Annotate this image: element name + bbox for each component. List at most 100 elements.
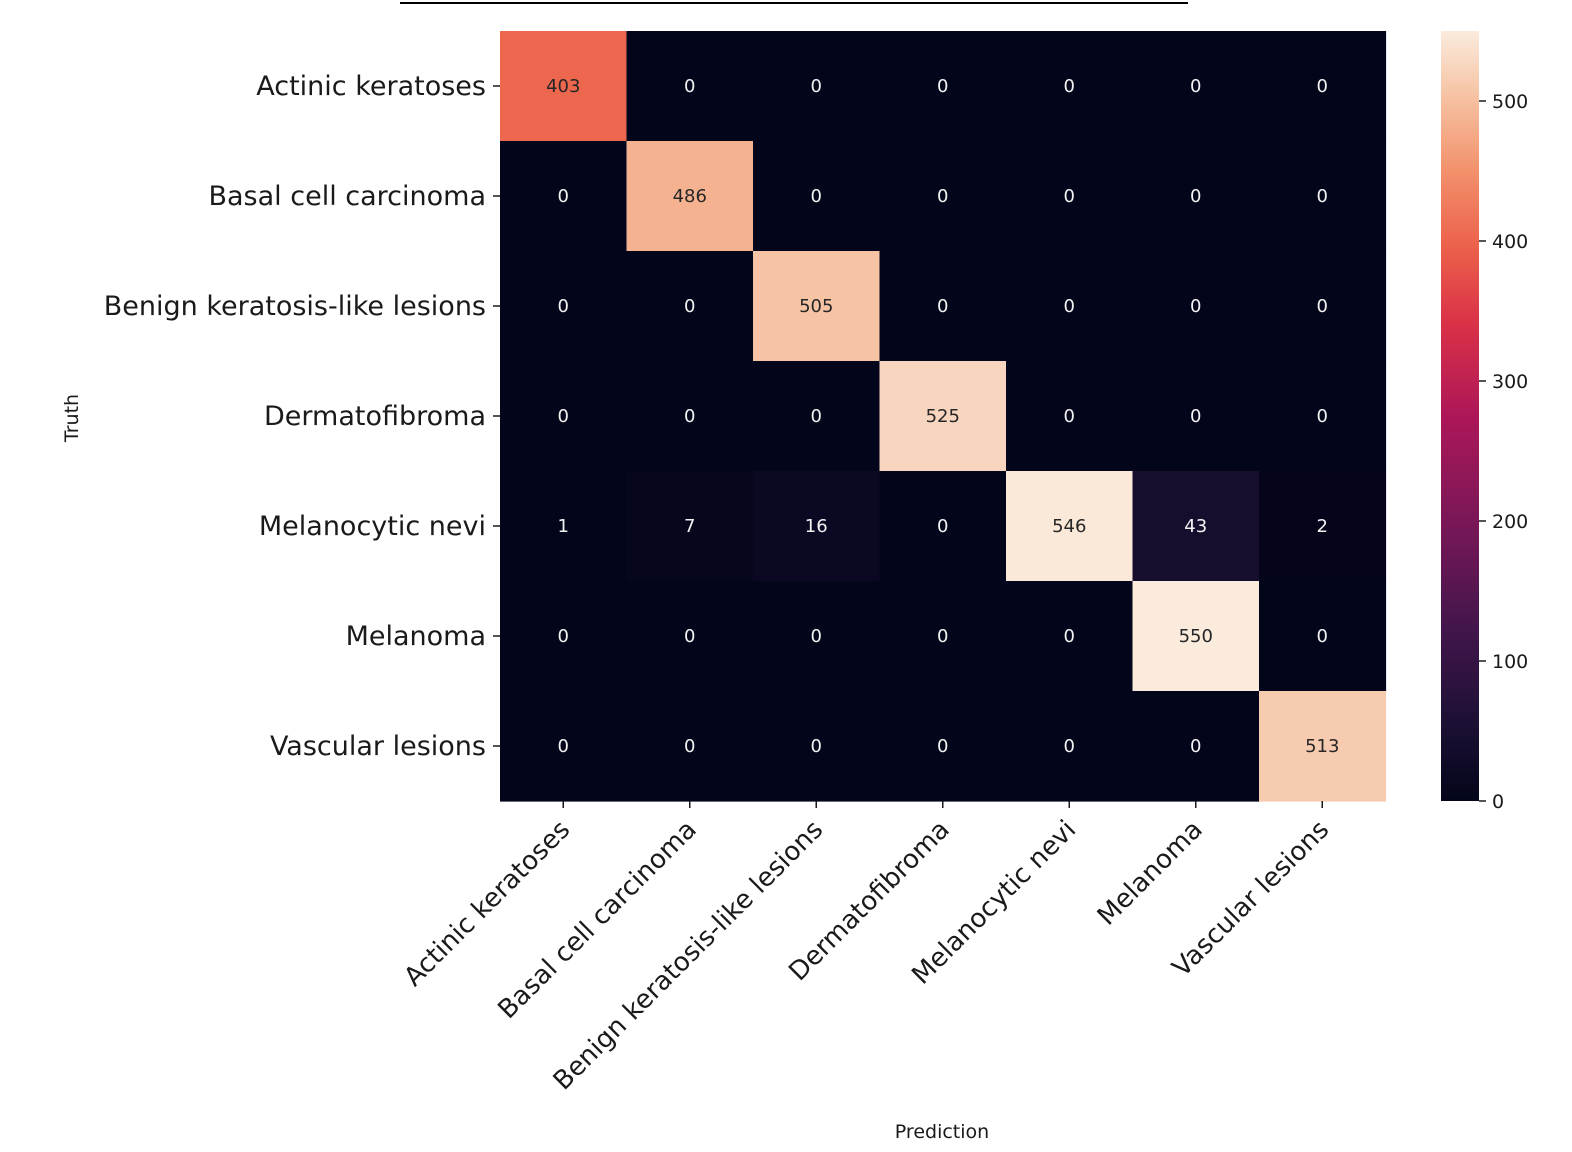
heatmap-cell	[626, 691, 754, 802]
heatmap-cell	[1132, 141, 1260, 252]
heatmap-cell	[500, 141, 628, 252]
cell-value-label: 0	[1317, 626, 1328, 647]
heatmap-cell	[879, 141, 1007, 252]
cell-value-label: 0	[684, 296, 695, 317]
cell-value-label: 16	[805, 516, 828, 537]
cell-value-label: 43	[1184, 516, 1207, 537]
heatmap-cell	[1259, 141, 1387, 252]
cell-value-label: 0	[1064, 406, 1075, 427]
cell-value-label: 0	[684, 76, 695, 97]
heatmap-cell	[1006, 581, 1134, 692]
heatmap-cell	[753, 141, 881, 252]
y-tick-label: Benign keratosis-like lesions	[104, 291, 486, 322]
heatmap-cell	[1006, 31, 1134, 142]
y-tick-label: Actinic keratoses	[256, 71, 486, 102]
y-tick-label: Dermatofibroma	[264, 401, 486, 432]
cell-value-label: 403	[546, 76, 580, 97]
cell-value-label: 0	[1064, 186, 1075, 207]
cell-value-label: 1	[558, 516, 569, 537]
heatmap-cell	[1132, 691, 1260, 802]
heatmap-cell	[1006, 251, 1134, 362]
heatmap-cell	[500, 251, 628, 362]
heatmap-cell	[753, 581, 881, 692]
cell-value-label: 0	[684, 406, 695, 427]
cell-value-label: 0	[558, 186, 569, 207]
cell-value-label: 0	[937, 76, 948, 97]
cell-value-label: 0	[811, 626, 822, 647]
heatmap-cell	[753, 471, 881, 582]
heatmap-cell	[500, 471, 628, 582]
heatmap-cell	[753, 361, 881, 472]
cell-value-label: 486	[673, 186, 707, 207]
cell-value-label: 0	[937, 736, 948, 757]
cell-value-label: 0	[937, 516, 948, 537]
colorbar-tick-label: 300	[1492, 371, 1528, 393]
cell-value-label: 0	[684, 736, 695, 757]
y-tick-label: Vascular lesions	[270, 731, 486, 762]
heatmap-cell	[1259, 581, 1387, 692]
cell-value-label: 0	[684, 626, 695, 647]
cell-value-label: 513	[1305, 736, 1339, 757]
heatmap-cell	[1132, 361, 1260, 472]
heatmap-cell	[1006, 691, 1134, 802]
heatmap-cell	[1259, 361, 1387, 472]
heatmap-cell	[626, 361, 754, 472]
y-tick-label: Melanoma	[346, 621, 486, 652]
heatmap-cell	[500, 361, 628, 472]
cell-value-label: 2	[1317, 516, 1328, 537]
x-tick-label: Melanoma	[1092, 815, 1209, 932]
heatmap-cell	[1132, 471, 1260, 582]
heatmap-cell	[753, 251, 881, 362]
colorbar-tick-label: 200	[1492, 511, 1528, 533]
heatmap-cell	[1006, 141, 1134, 252]
colorbar-tick-label: 400	[1492, 231, 1528, 253]
cell-value-label: 0	[1317, 406, 1328, 427]
heatmap-cell	[500, 581, 628, 692]
heatmap-cell	[1259, 251, 1387, 362]
cell-value-label: 0	[811, 736, 822, 757]
x-axis-title: Prediction	[895, 1121, 989, 1143]
heatmap-cell	[1259, 471, 1387, 582]
cell-value-label: 0	[558, 406, 569, 427]
heatmap-cell	[753, 691, 881, 802]
cell-value-label: 0	[1064, 626, 1075, 647]
cell-value-label: 550	[1179, 626, 1213, 647]
cell-value-label: 0	[1190, 296, 1201, 317]
colorbar: 0 100 200 300 400 500	[1441, 31, 1528, 813]
heatmap-cell	[1132, 31, 1260, 142]
cell-value-label: 0	[1317, 186, 1328, 207]
heatmap-cell	[1132, 581, 1260, 692]
heatmap-cell	[626, 141, 754, 252]
heatmap-cell	[879, 471, 1007, 582]
heatmap-cell	[626, 581, 754, 692]
x-tick-label: Benign keratosis-like lesions	[548, 815, 829, 1096]
cell-value-label: 0	[558, 736, 569, 757]
colorbar-tick-label: 100	[1492, 651, 1528, 673]
heatmap-cell	[626, 31, 754, 142]
heatmap-cell	[753, 31, 881, 142]
cell-value-label: 0	[811, 406, 822, 427]
colorbar-tick-label: 0	[1492, 791, 1504, 813]
heatmap-cell	[879, 31, 1007, 142]
heatmap-cell	[626, 251, 754, 362]
cell-value-labels: 403 0 0 0 0 0 0 0 486 0 0 0 0 0 0 0 505 0 0 0 0 0 0 0 525 0 0 0 1 7 16…	[546, 76, 1339, 757]
heatmap-cell	[1259, 31, 1387, 142]
cell-value-label: 525	[926, 406, 960, 427]
heatmap-cell	[879, 361, 1007, 472]
heatmap-cell	[1132, 251, 1260, 362]
heatmap-cells	[500, 31, 1387, 802]
y-axis-title: Truth	[61, 394, 83, 443]
cell-value-label: 7	[684, 516, 695, 537]
cell-value-label: 546	[1052, 516, 1086, 537]
heatmap-cell	[879, 581, 1007, 692]
colorbar-gradient	[1441, 31, 1479, 801]
cell-value-label: 0	[1190, 76, 1201, 97]
cell-value-label: 0	[1064, 76, 1075, 97]
cell-value-label: 0	[1190, 406, 1201, 427]
y-tick-label: Basal cell carcinoma	[208, 181, 486, 212]
cell-value-label: 0	[1317, 76, 1328, 97]
cell-value-label: 0	[1190, 186, 1201, 207]
